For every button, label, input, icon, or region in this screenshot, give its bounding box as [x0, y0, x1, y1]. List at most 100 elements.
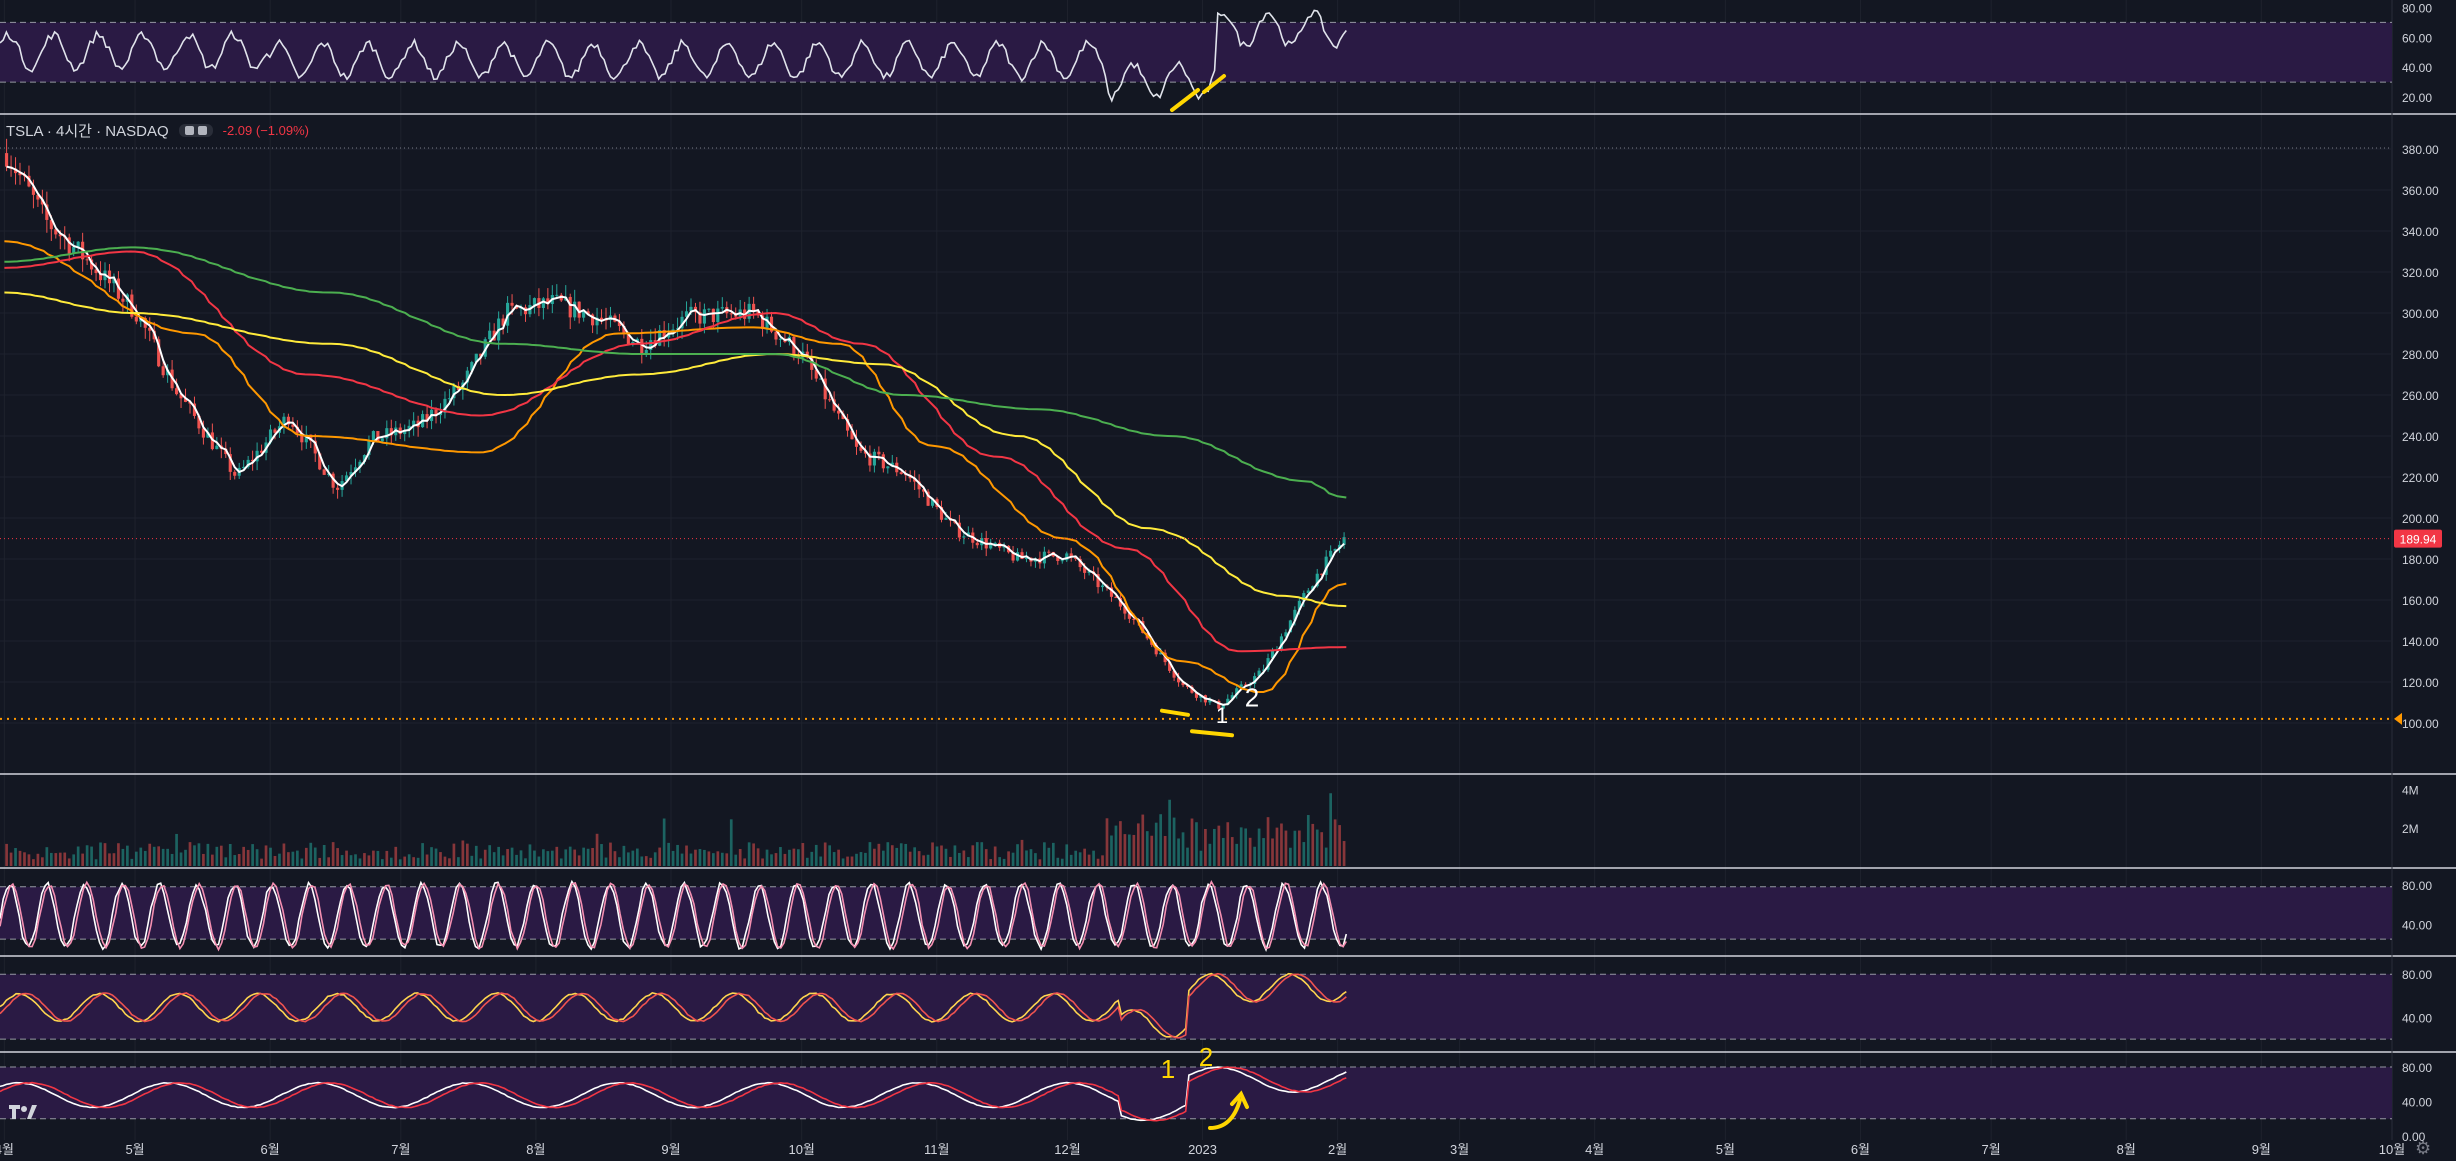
candle-body: [36, 194, 40, 200]
volume-bar: [1141, 814, 1145, 866]
volume-bar: [1119, 821, 1122, 866]
candle-body: [76, 241, 80, 247]
candle-body: [1293, 609, 1297, 621]
volume-bar: [1342, 841, 1346, 866]
candle-body: [899, 472, 903, 474]
volume-bar: [832, 852, 836, 866]
candle-body: [1235, 688, 1239, 696]
candle-body: [1015, 552, 1020, 561]
volume-bar: [1069, 854, 1073, 866]
volume-bar: [143, 850, 147, 866]
volume-bar: [743, 858, 747, 866]
candle-body: [760, 315, 765, 329]
candle-body: [67, 237, 71, 254]
volume-bar: [1306, 815, 1310, 866]
volume-bar: [1029, 849, 1033, 866]
candle-body: [1074, 556, 1078, 559]
gear-icon[interactable]: ⚙: [2415, 1138, 2432, 1158]
time-label: 10월: [788, 1142, 814, 1157]
volume-bar: [1159, 814, 1163, 866]
candle-body: [1011, 552, 1015, 561]
volume-bar: [269, 847, 272, 866]
ma-orange-line: [4, 240, 1347, 693]
volume-bar: [309, 842, 313, 866]
rsi-pane: [0, 9, 2392, 103]
volume-bar: [492, 852, 496, 866]
time-label: 4월: [1585, 1142, 1604, 1157]
volume-bar: [291, 851, 295, 866]
volume-bar: [694, 849, 697, 866]
candle-body: [837, 410, 841, 414]
volume-bar: [430, 847, 433, 866]
volume-bar: [1293, 830, 1297, 866]
volume-bar: [591, 847, 594, 866]
volume-bar: [873, 848, 876, 866]
candle-body: [331, 473, 335, 488]
candle-body: [989, 544, 993, 549]
volume-bar: [805, 857, 809, 866]
time-label: 8월: [2117, 1142, 2136, 1157]
volume-bar: [662, 818, 666, 866]
price-tick-label: 320.00: [2402, 266, 2439, 280]
volume-bar: [318, 857, 322, 866]
candle-body: [1083, 567, 1087, 573]
candle-body: [367, 440, 371, 456]
volume-bar: [1074, 850, 1078, 866]
candle-body: [412, 420, 416, 426]
candle-body: [344, 475, 349, 482]
osc3-d-line: [0, 1066, 1347, 1122]
candle-body: [626, 332, 630, 345]
candle-body: [27, 175, 31, 187]
candle-body: [313, 440, 317, 454]
volume-bar: [819, 856, 823, 866]
volume-bar: [1065, 844, 1069, 866]
volume-bar: [712, 853, 715, 866]
visibility-toggle[interactable]: [178, 124, 213, 137]
candle-body: [98, 273, 103, 281]
volume-bar: [170, 853, 174, 866]
volume-bar: [703, 849, 706, 866]
volume-bar: [287, 852, 290, 866]
volume-bar: [1338, 825, 1341, 866]
volume-bar: [631, 850, 635, 866]
volume-bar: [363, 853, 366, 866]
volume-bar: [5, 843, 8, 866]
price-pane[interactable]: [0, 138, 2402, 725]
time-label: 7월: [391, 1142, 410, 1157]
volume-bar: [729, 819, 733, 866]
candle-body: [49, 219, 53, 230]
osc3-rise-stroke: [1208, 1098, 1242, 1130]
volume-bar: [1025, 850, 1028, 866]
volume-bar: [922, 855, 925, 866]
volume-bar: [810, 851, 814, 866]
volume-bar: [671, 850, 675, 866]
candle-body: [622, 326, 626, 333]
osc2-annotation-2: 2: [1199, 1042, 1213, 1072]
volume-bar: [582, 847, 585, 866]
volume-bar: [139, 847, 143, 866]
volume-bar: [108, 853, 111, 866]
time-axis[interactable]: 4월 5월 6월 7월 8월 9월 10월 11월 12월 2023 2월 3월 4월 5월 6월 7월 8월 9…: [0, 1142, 2405, 1157]
candle-body: [1154, 644, 1158, 655]
volume-bar: [331, 842, 335, 866]
symbol-title[interactable]: TSLA · 4시간 · NASDAQ: [6, 123, 169, 140]
volume-bar: [738, 849, 742, 866]
osc3-tick: 80.00: [2402, 1061, 2432, 1075]
volume-bar: [103, 843, 107, 866]
candle-body: [769, 316, 774, 332]
price-change: -2.09 (−1.09%): [222, 123, 309, 138]
tradingview-logo-icon[interactable]: [8, 1101, 38, 1125]
candle-body: [868, 453, 872, 466]
volume-bar: [193, 845, 196, 866]
volume-bar: [752, 843, 755, 866]
time-label: 12월: [1054, 1142, 1080, 1157]
candle-body: [488, 330, 492, 340]
volume-bar: [734, 854, 738, 866]
price-axis[interactable]: 20.00 40.00 60.00 80.00 40.00 80.00 40.00 80.00…: [2394, 1, 2442, 1144]
volume-bar: [224, 857, 228, 866]
volume-bar: [1016, 844, 1019, 866]
volume-bar: [237, 854, 241, 866]
candle-body: [251, 459, 255, 462]
candle-body: [1172, 670, 1176, 678]
